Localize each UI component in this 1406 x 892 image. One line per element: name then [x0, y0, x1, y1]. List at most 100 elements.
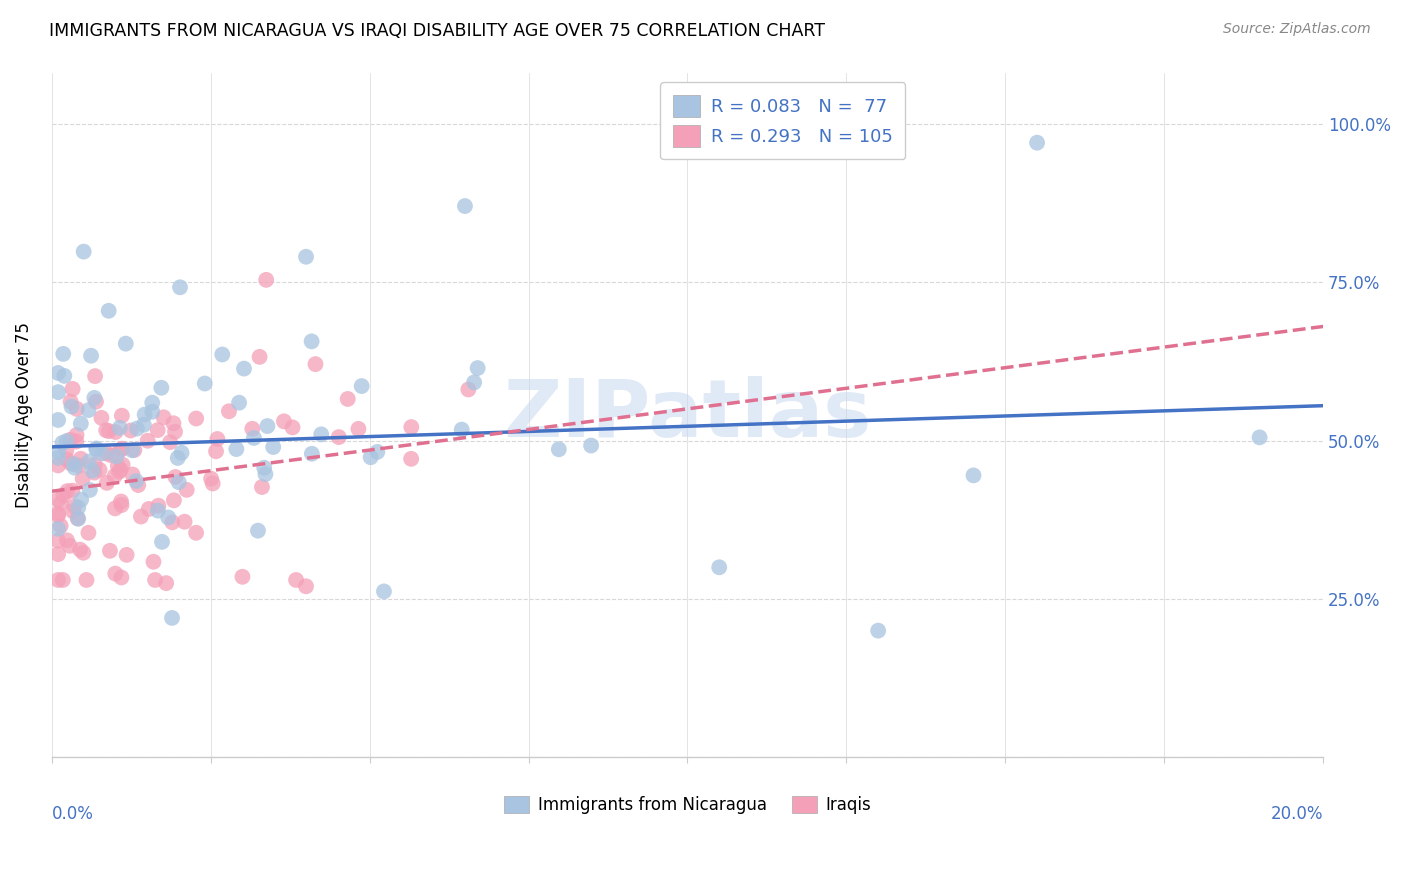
Point	[104, 566, 127, 581]
Point	[76, 573, 98, 587]
Point	[65, 434, 87, 449]
Point	[63, 500, 86, 514]
Point	[146, 423, 169, 437]
Point	[67, 512, 90, 526]
Point	[46, 450, 69, 465]
Point	[463, 376, 485, 390]
Point	[83, 466, 105, 480]
Point	[55, 443, 77, 458]
Point	[350, 379, 373, 393]
Point	[111, 442, 134, 456]
Point	[163, 425, 186, 439]
Point	[46, 458, 69, 473]
Point	[162, 516, 184, 530]
Point	[254, 273, 277, 287]
Point	[201, 476, 224, 491]
Point	[547, 442, 569, 457]
Point	[295, 250, 318, 264]
Point	[1026, 136, 1049, 150]
Point	[169, 280, 191, 294]
Point	[142, 555, 165, 569]
Point	[253, 460, 276, 475]
Point	[46, 366, 69, 380]
Point	[84, 394, 107, 409]
Point	[256, 419, 278, 434]
Point	[51, 435, 73, 450]
Point	[205, 444, 228, 458]
Point	[366, 445, 388, 459]
Point	[124, 443, 146, 458]
Point	[46, 533, 69, 548]
Point	[59, 457, 82, 471]
Point	[83, 458, 105, 472]
Point	[115, 548, 138, 562]
Point	[62, 382, 84, 396]
Point	[46, 547, 69, 561]
Point	[46, 492, 69, 507]
Point	[111, 409, 134, 423]
Point	[127, 478, 149, 492]
Point	[186, 411, 208, 425]
Point	[1249, 430, 1271, 444]
Point	[69, 451, 91, 466]
Point	[60, 483, 83, 498]
Point	[148, 499, 170, 513]
Point	[70, 492, 93, 507]
Point	[110, 498, 132, 512]
Point	[90, 410, 112, 425]
Point	[962, 468, 984, 483]
Point	[104, 501, 127, 516]
Point	[295, 579, 318, 593]
Point	[301, 334, 323, 349]
Point	[91, 446, 114, 460]
Point	[262, 440, 284, 454]
Point	[399, 451, 422, 466]
Point	[166, 450, 188, 465]
Point	[155, 576, 177, 591]
Point	[59, 539, 82, 553]
Point	[65, 428, 87, 442]
Point	[150, 381, 173, 395]
Point	[225, 442, 247, 456]
Point	[62, 457, 84, 471]
Point	[105, 450, 128, 464]
Point	[121, 443, 143, 458]
Point	[120, 424, 142, 438]
Point	[254, 467, 277, 482]
Point	[218, 404, 240, 418]
Point	[83, 391, 105, 405]
Y-axis label: Disability Age Over 75: Disability Age Over 75	[15, 322, 32, 508]
Point	[328, 430, 350, 444]
Point	[467, 361, 489, 376]
Point	[98, 543, 121, 558]
Point	[162, 417, 184, 431]
Legend: Immigrants from Nicaragua, Iraqis: Immigrants from Nicaragua, Iraqis	[498, 789, 877, 821]
Point	[233, 361, 256, 376]
Point	[104, 425, 127, 439]
Point	[46, 413, 69, 427]
Point	[134, 408, 156, 422]
Point	[243, 431, 266, 445]
Point	[96, 423, 118, 437]
Point	[246, 524, 269, 538]
Point	[62, 504, 84, 518]
Point	[46, 522, 69, 536]
Point	[72, 546, 94, 560]
Point	[146, 503, 169, 517]
Point	[56, 484, 79, 499]
Point	[249, 350, 271, 364]
Point	[207, 432, 229, 446]
Point	[121, 467, 143, 482]
Point	[184, 525, 207, 540]
Point	[211, 347, 233, 361]
Point	[107, 458, 129, 473]
Point	[304, 357, 326, 371]
Point	[150, 534, 173, 549]
Point	[100, 449, 122, 463]
Text: ZIPatlas: ZIPatlas	[503, 376, 872, 454]
Point	[53, 368, 76, 383]
Text: Source: ZipAtlas.com: Source: ZipAtlas.com	[1223, 22, 1371, 37]
Point	[52, 573, 75, 587]
Point	[73, 244, 96, 259]
Point	[868, 624, 890, 638]
